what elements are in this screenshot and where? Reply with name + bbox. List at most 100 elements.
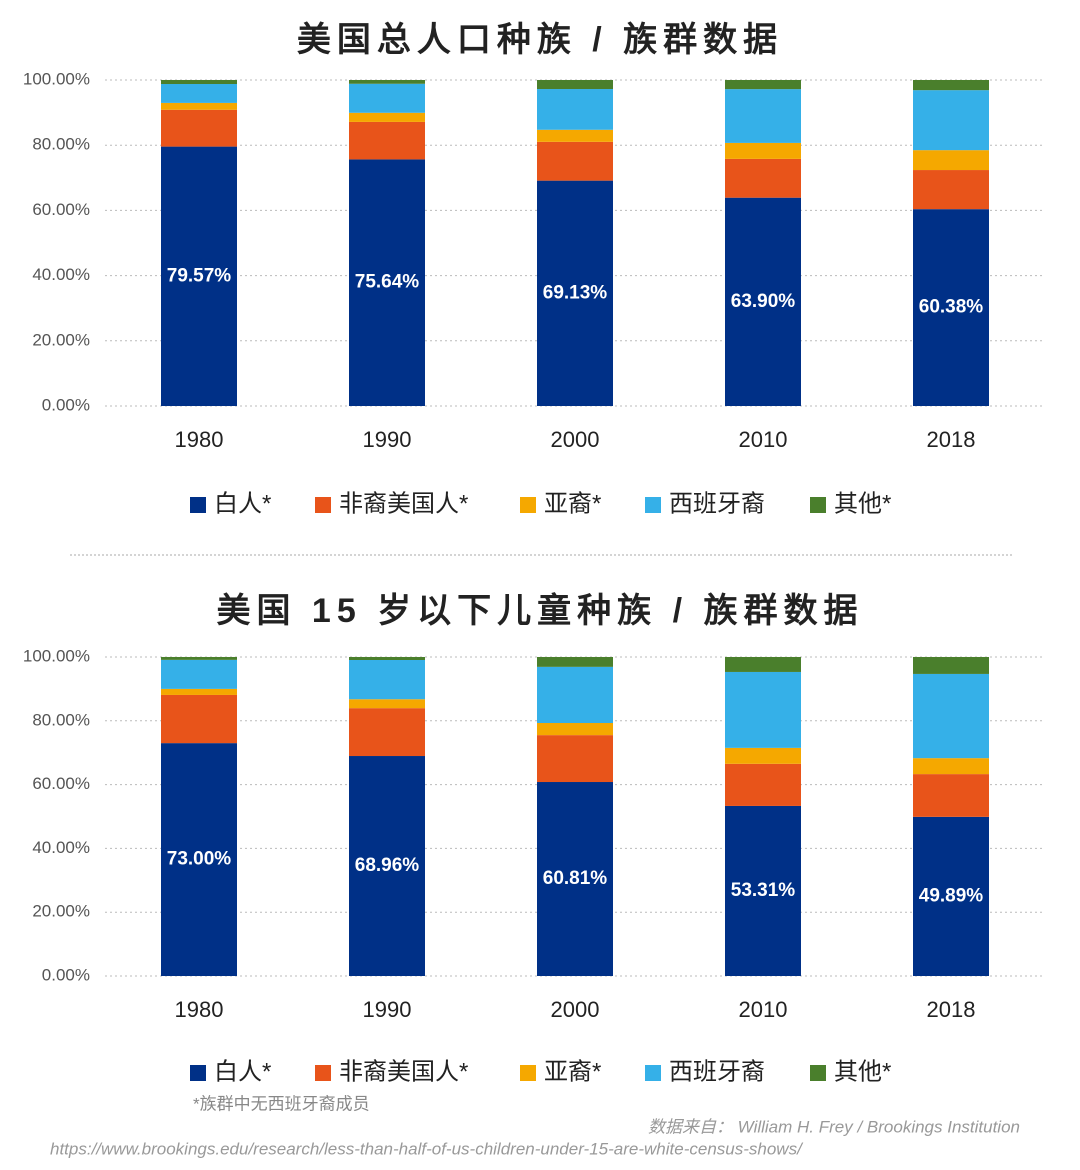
y-tick-label: 20.00% <box>32 902 90 921</box>
bar-segment <box>537 735 613 783</box>
bar-segment <box>537 180 613 406</box>
source-url: https://www.brookings.edu/research/less-… <box>50 1139 804 1158</box>
bar-segment <box>349 756 425 976</box>
legend-swatch <box>520 497 536 513</box>
legend-label: 其他* <box>834 490 891 517</box>
bar-segment <box>537 129 613 142</box>
legend-swatch <box>810 1065 826 1081</box>
bar-segment <box>349 121 425 160</box>
legend-swatch <box>520 1065 536 1081</box>
bar-segment <box>725 142 801 159</box>
legend-label: 西班牙裔 <box>669 1058 765 1085</box>
value-label: 60.38% <box>919 297 984 318</box>
legend-label: 白人* <box>214 1058 271 1085</box>
bar-segment <box>913 209 989 406</box>
legend-label: 白人* <box>214 490 271 517</box>
x-tick-label: 2018 <box>927 997 976 1022</box>
y-tick-label: 100.00% <box>23 69 90 88</box>
bar-segment <box>349 83 425 113</box>
value-label: 49.89% <box>919 885 984 906</box>
bar-segment <box>725 197 801 406</box>
y-tick-label: 80.00% <box>32 135 90 154</box>
legend-swatch <box>315 497 331 513</box>
bar-segment <box>913 816 989 976</box>
legend-swatch <box>190 497 206 513</box>
legend-label: 亚裔* <box>544 490 601 517</box>
bar-segment <box>537 141 613 181</box>
bar-segment <box>537 89 613 130</box>
bar-segment <box>161 80 237 85</box>
value-label: 69.13% <box>543 282 608 303</box>
x-tick-label: 2000 <box>551 427 600 452</box>
x-tick-label: 1990 <box>363 427 412 452</box>
legend-swatch <box>645 497 661 513</box>
bar-segment <box>349 112 425 122</box>
bar-segment <box>161 743 237 976</box>
source: 数据来自： William H. Frey / Brookings Instit… <box>648 1117 1020 1136</box>
bar-segment <box>725 158 801 198</box>
bar-segment <box>725 80 801 90</box>
legend-label: 非裔美国人* <box>339 490 468 517</box>
bar-segment <box>913 80 989 91</box>
value-label: 63.90% <box>731 291 796 312</box>
value-label: 60.81% <box>543 868 608 889</box>
bar-segment <box>349 657 425 660</box>
x-tick-label: 1980 <box>175 997 224 1022</box>
bar-segment <box>349 80 425 84</box>
x-tick-label: 2010 <box>739 427 788 452</box>
chart-title: 美国总人口种族 / 族群数据 <box>297 21 783 59</box>
x-tick-label: 2000 <box>551 997 600 1022</box>
x-tick-label: 2018 <box>927 427 976 452</box>
x-tick-label: 2010 <box>739 997 788 1022</box>
bar-segment <box>913 673 989 759</box>
bar-segment <box>349 708 425 757</box>
value-label: 79.57% <box>167 265 232 286</box>
y-tick-label: 80.00% <box>32 710 90 729</box>
legend-swatch <box>190 1065 206 1081</box>
legend-label: 非裔美国人* <box>339 1058 468 1085</box>
legend-swatch <box>645 1065 661 1081</box>
value-label: 68.96% <box>355 855 420 876</box>
y-tick-label: 40.00% <box>32 838 90 857</box>
y-tick-label: 40.00% <box>32 265 90 284</box>
bar-segment <box>913 774 989 817</box>
bar-segment <box>725 747 801 764</box>
bar-segment <box>161 84 237 103</box>
bar-segment <box>725 763 801 806</box>
y-tick-label: 60.00% <box>32 200 90 219</box>
value-label: 75.64% <box>355 272 420 293</box>
legend-swatch <box>810 497 826 513</box>
bar-segment <box>913 90 989 151</box>
bar-segment <box>913 170 989 210</box>
legend-label: 亚裔* <box>544 1058 601 1085</box>
legend-swatch <box>315 1065 331 1081</box>
bar-segment <box>725 89 801 143</box>
bar-segment <box>537 782 613 976</box>
bar-segment <box>349 659 425 700</box>
legend-label: 西班牙裔 <box>669 490 765 517</box>
value-label: 53.31% <box>731 880 796 901</box>
bar-segment <box>537 80 613 90</box>
bar-segment <box>349 699 425 709</box>
bar-segment <box>913 758 989 775</box>
bar-segment <box>161 688 237 695</box>
bar-segment <box>161 102 237 110</box>
bar-segment <box>161 657 237 660</box>
x-tick-label: 1990 <box>363 997 412 1022</box>
bar-segment <box>161 109 237 147</box>
bar-segment <box>913 150 989 171</box>
value-label: 73.00% <box>167 849 232 870</box>
y-tick-label: 0.00% <box>42 965 90 984</box>
bar-segment <box>161 659 237 689</box>
bar-segment <box>161 694 237 744</box>
bar-segment <box>537 666 613 724</box>
bar-segment <box>349 159 425 406</box>
y-tick-label: 20.00% <box>32 330 90 349</box>
x-tick-label: 1980 <box>175 427 224 452</box>
bar-segment <box>537 657 613 667</box>
bar-segment <box>725 657 801 672</box>
y-tick-label: 100.00% <box>23 646 90 665</box>
y-tick-label: 0.00% <box>42 395 90 414</box>
bar-segment <box>537 723 613 736</box>
